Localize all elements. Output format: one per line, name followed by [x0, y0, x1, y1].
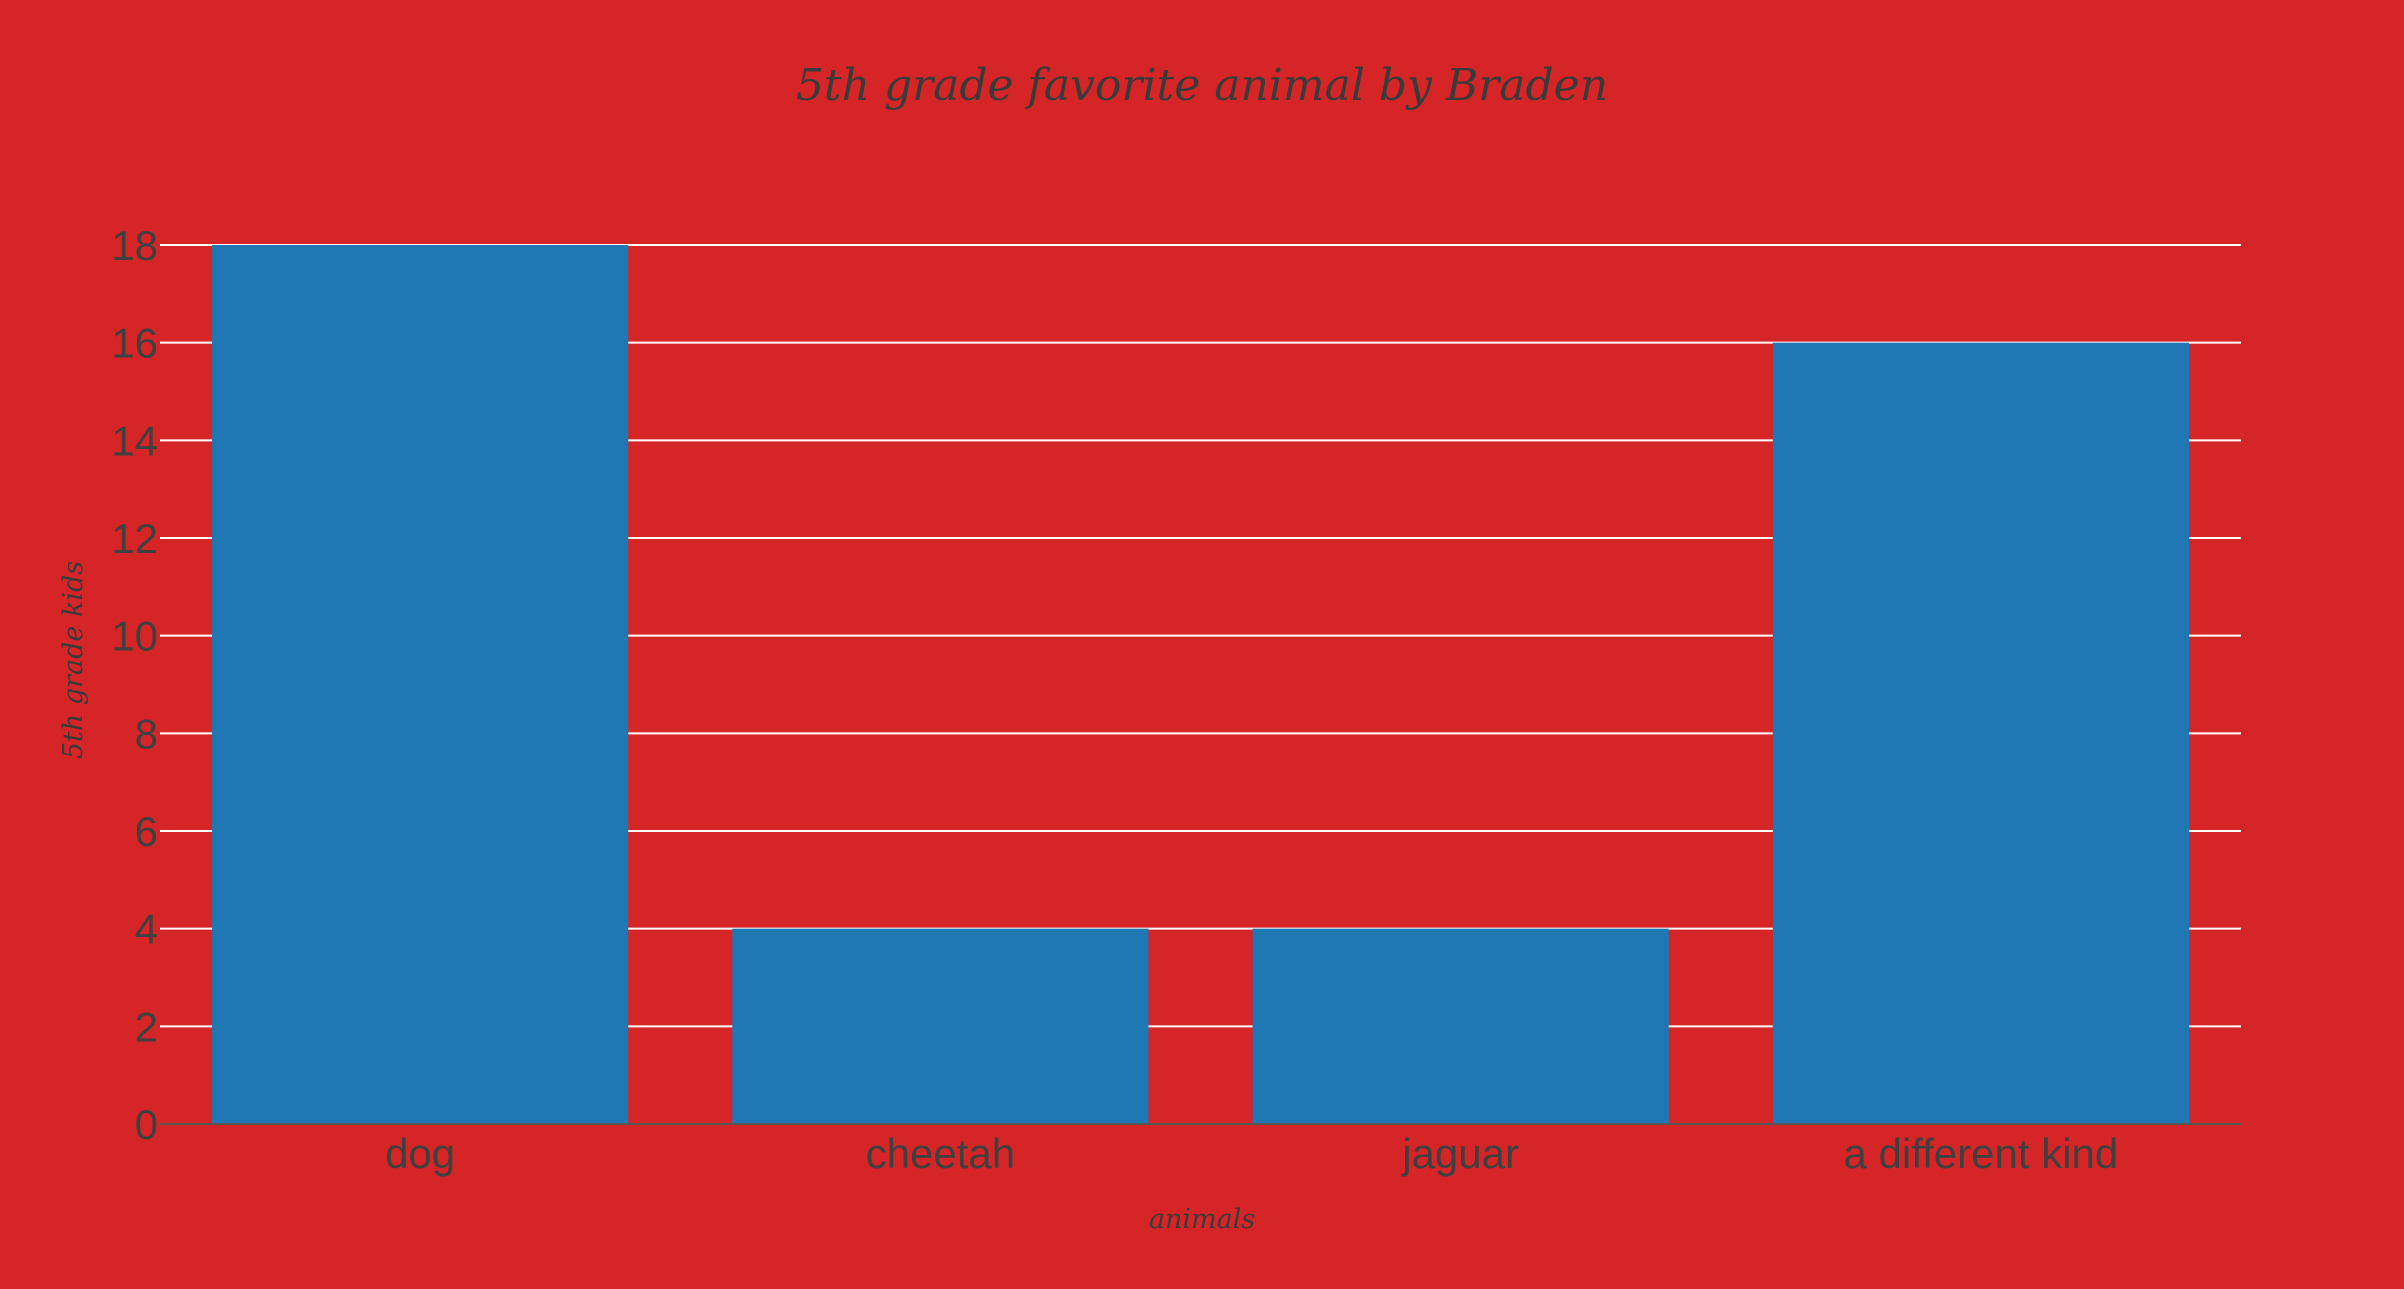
bar: [1252, 928, 1669, 1124]
y-tick-label: 14: [111, 417, 158, 464]
y-axis-label: 5th grade kids: [58, 561, 89, 759]
y-tick-label: 4: [135, 906, 158, 953]
chart-title: 5th grade favorite animal by Braden: [796, 60, 1608, 111]
y-tick-label: 16: [111, 320, 158, 367]
x-tick-label: a different kind: [1844, 1130, 2119, 1177]
y-tick-label: 6: [135, 808, 158, 855]
bar: [732, 928, 1149, 1124]
y-tick-label: 8: [135, 710, 158, 757]
bar: [1772, 342, 2189, 1125]
x-tick-label: cheetah: [866, 1130, 1015, 1177]
x-axis-label: animals: [1149, 1204, 1255, 1235]
bars: [212, 245, 2189, 1125]
bar: [212, 245, 629, 1124]
y-tick-label: 2: [135, 1003, 158, 1050]
y-tick-label: 18: [111, 222, 158, 269]
y-tick-label: 12: [111, 515, 158, 562]
y-tick-label: 10: [111, 613, 158, 660]
x-axis-ticks: dog cheetah jaguar a different kind: [385, 1130, 2118, 1177]
y-tick-label: 0: [135, 1101, 158, 1148]
y-axis-ticks: 0 2 4 6 8 10 12 14 16 18: [111, 222, 158, 1148]
x-tick-label: dog: [385, 1130, 455, 1177]
x-tick-label: jaguar: [1400, 1130, 1519, 1177]
